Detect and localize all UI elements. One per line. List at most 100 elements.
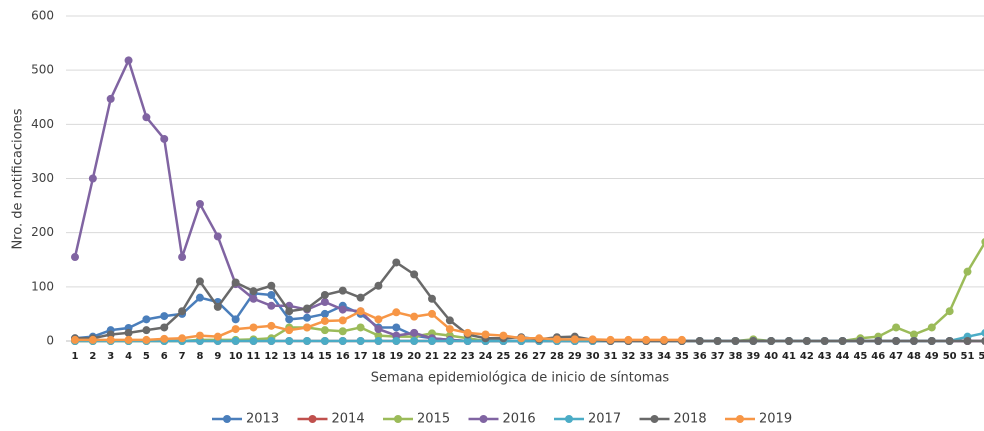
data-point	[142, 113, 151, 122]
x-tick-label: 51	[961, 351, 975, 362]
x-tick-label: 39	[746, 351, 760, 362]
data-point	[267, 301, 276, 310]
x-tick-label: 3	[107, 351, 114, 362]
data-point	[802, 337, 811, 345]
data-point	[963, 337, 972, 345]
data-point	[731, 337, 740, 345]
y-axis-title: Nro. de notificaciones	[11, 108, 26, 249]
series-line	[75, 261, 984, 343]
x-tick-label: 6	[161, 351, 168, 362]
data-point	[213, 302, 222, 311]
data-point	[320, 316, 329, 325]
data-point	[195, 293, 204, 302]
x-tick-label: 37	[711, 351, 725, 362]
x-tick-label: 31	[604, 351, 618, 362]
x-tick-label: 4	[125, 351, 132, 362]
data-point	[428, 337, 436, 345]
data-point	[320, 309, 329, 318]
data-point	[178, 307, 187, 316]
x-tick-label: 52	[978, 351, 984, 362]
data-point	[320, 337, 329, 345]
data-point	[356, 293, 365, 302]
legend-label: 2018	[674, 412, 707, 427]
data-point	[445, 337, 454, 345]
data-point	[303, 313, 312, 322]
x-tick-label: 40	[764, 351, 778, 362]
x-tick-label: 12	[264, 351, 278, 362]
data-point	[749, 337, 758, 345]
data-point	[88, 335, 97, 344]
data-point	[874, 337, 883, 345]
x-tick-label: 23	[461, 351, 475, 362]
data-point	[892, 323, 901, 332]
data-point	[374, 325, 383, 334]
data-point	[88, 174, 97, 183]
data-point	[267, 337, 276, 345]
x-tick-label: 2	[89, 351, 96, 362]
data-point	[428, 294, 436, 303]
data-point	[445, 316, 454, 325]
x-tick-label: 35	[675, 351, 689, 362]
data-point	[338, 305, 347, 314]
data-point	[695, 337, 704, 345]
data-point	[338, 327, 347, 336]
x-tick-label: 21	[425, 351, 439, 362]
data-point	[267, 290, 276, 299]
data-point	[677, 335, 686, 344]
x-tick-label: 45	[853, 351, 867, 362]
data-point	[838, 337, 847, 345]
x-tick-label: 43	[818, 351, 832, 362]
data-point	[356, 337, 365, 345]
data-point	[981, 329, 984, 337]
legend-marker	[308, 415, 317, 423]
x-tick-label: 11	[247, 351, 261, 362]
data-point	[410, 270, 419, 279]
x-tick-label: 36	[693, 351, 707, 362]
data-point	[195, 199, 204, 208]
data-point	[392, 323, 401, 332]
data-point	[124, 56, 133, 65]
x-tick-label: 48	[907, 351, 921, 362]
x-tick-label: 29	[568, 351, 582, 362]
data-point	[713, 337, 722, 345]
data-point	[142, 326, 151, 335]
data-point	[267, 321, 276, 330]
data-point	[124, 335, 133, 344]
data-point	[285, 337, 294, 345]
data-point	[303, 304, 312, 313]
y-tick-label: 500	[31, 63, 54, 77]
data-point	[481, 330, 490, 339]
x-tick-label: 24	[479, 351, 493, 362]
data-point	[142, 335, 151, 344]
data-point	[856, 337, 865, 345]
data-point	[249, 294, 258, 303]
legend-marker	[650, 415, 659, 423]
y-tick-label: 600	[31, 9, 54, 23]
data-point	[356, 323, 365, 332]
x-tick-label: 15	[318, 351, 332, 362]
x-tick-label: 20	[407, 351, 421, 362]
data-point	[410, 337, 419, 345]
data-point	[642, 335, 651, 344]
data-point	[945, 337, 954, 345]
data-point	[160, 134, 169, 143]
x-tick-label: 42	[800, 351, 814, 362]
x-tick-label: 22	[443, 351, 457, 362]
series-line	[74, 292, 984, 343]
x-tick-label: 32	[621, 351, 635, 362]
data-point	[195, 331, 204, 340]
data-point	[285, 307, 294, 316]
data-point	[338, 316, 347, 325]
series-line	[75, 241, 984, 343]
data-point	[570, 335, 579, 344]
x-tick-label: 13	[282, 351, 296, 362]
data-point	[945, 307, 954, 316]
legend-marker	[223, 415, 231, 423]
data-point	[178, 253, 187, 262]
data-point	[909, 337, 918, 345]
data-point	[71, 335, 79, 344]
data-point	[249, 337, 258, 345]
x-tick-label: 34	[657, 351, 671, 362]
data-point	[124, 328, 133, 337]
